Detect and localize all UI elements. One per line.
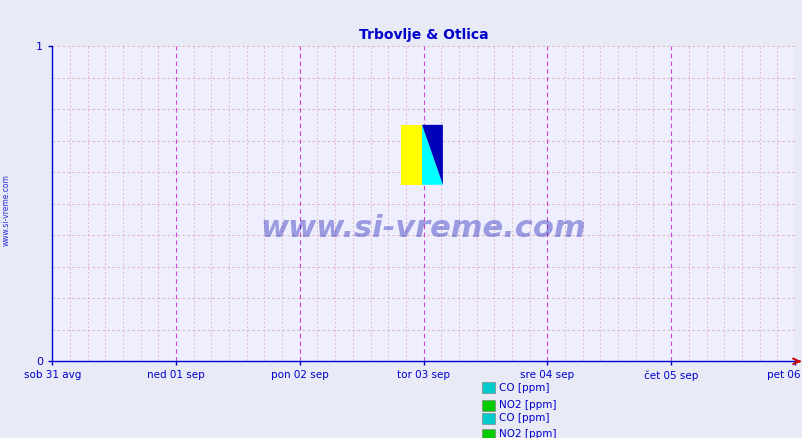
Text: CO [ppm]: CO [ppm] bbox=[499, 413, 549, 423]
Text: NO2 [ppm]: NO2 [ppm] bbox=[499, 430, 557, 438]
Title: Trbovlje & Otlica: Trbovlje & Otlica bbox=[358, 28, 488, 42]
Text: www.si-vreme.com: www.si-vreme.com bbox=[2, 174, 11, 246]
Text: CO [ppm]: CO [ppm] bbox=[499, 383, 549, 392]
FancyBboxPatch shape bbox=[401, 125, 422, 185]
Text: www.si-vreme.com: www.si-vreme.com bbox=[261, 214, 585, 244]
Polygon shape bbox=[422, 125, 443, 185]
Text: NO2 [ppm]: NO2 [ppm] bbox=[499, 400, 557, 410]
Polygon shape bbox=[422, 125, 443, 185]
